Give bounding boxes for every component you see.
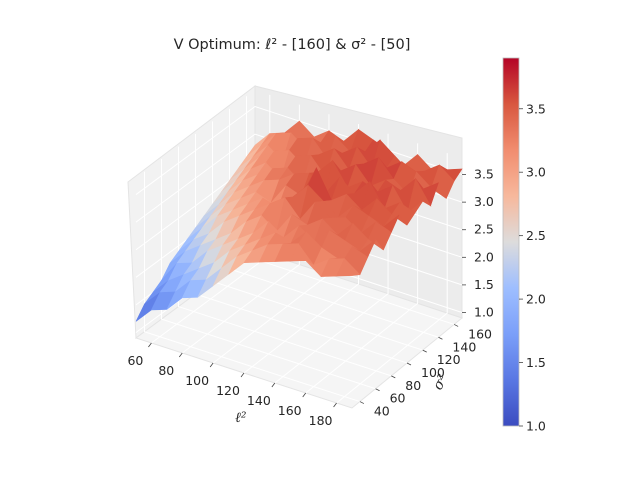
y-tick-mark — [438, 336, 443, 340]
y-tick-mark — [422, 349, 427, 353]
y-tick-label: 100 — [421, 365, 445, 380]
x-tick-label: 180 — [309, 413, 333, 428]
x-axis-ticks: 60 80 100 120 140 160 180 — [127, 342, 337, 428]
z-gridline — [135, 105, 463, 195]
x-tick-mark — [240, 372, 245, 378]
x-tick-mark — [302, 392, 307, 398]
y-tick-label: 80 — [405, 378, 421, 393]
y-tick-label: 120 — [437, 352, 461, 367]
x-tick-label: 160 — [278, 403, 302, 418]
z-tick-label: 1.5 — [474, 277, 494, 292]
surface-plot — [135, 120, 463, 322]
colorbar-gradient — [502, 57, 520, 427]
z-tick-label: 3.5 — [474, 167, 494, 182]
x-tick-label: 60 — [127, 353, 143, 368]
x-tick-label: 100 — [185, 373, 209, 388]
colorbar: 1.0 1.5 2.0 2.5 3.0 3.5 — [502, 57, 546, 434]
colorbar-tick-label: 1.5 — [526, 355, 546, 370]
y-tick-label: 140 — [452, 339, 476, 354]
x-tick-label: 120 — [216, 383, 240, 398]
y-tick-mark — [375, 388, 380, 392]
x-axis-label: ℓ² — [235, 410, 247, 426]
y-tick-mark — [453, 324, 459, 327]
y-tick-mark — [359, 401, 365, 404]
chart-title: V Optimum: ℓ² - [160] & σ² - [50] — [174, 37, 411, 53]
y-tick-mark — [406, 362, 412, 366]
x-tick-mark — [271, 382, 276, 388]
colorbar-tick-label: 2.0 — [526, 292, 546, 307]
surface-face — [336, 258, 361, 277]
y-tick-label: 40 — [374, 404, 390, 419]
x-tick-label: 80 — [158, 363, 174, 378]
x-tick-mark — [148, 342, 152, 348]
x-tick-mark — [178, 352, 183, 358]
y-gridline — [144, 171, 361, 403]
x-gridline — [336, 153, 448, 404]
y-tick-mark — [391, 375, 396, 379]
y-tick-label: 160 — [468, 326, 492, 341]
z-axis-ticks: 1.0 1.5 2.0 2.5 3.0 3.5 — [462, 167, 494, 319]
z-tick-label: 1.0 — [474, 304, 494, 319]
colorbar-tick-label: 3.5 — [526, 101, 546, 116]
colorbar-tick-label: 2.5 — [526, 228, 546, 243]
x-tick-mark — [209, 362, 214, 368]
z-tick-label: 2.5 — [474, 222, 494, 237]
x-tick-label: 140 — [247, 393, 271, 408]
y-gridline — [161, 159, 376, 390]
colorbar-tick-label: 3.0 — [526, 165, 546, 180]
y-gridline — [178, 146, 392, 377]
y-axis-label: σ² — [430, 371, 452, 392]
z-tick-label: 2.0 — [474, 249, 494, 264]
z-tick-label: 3.0 — [474, 194, 494, 209]
colorbar-tick-label: 1.0 — [526, 419, 546, 434]
x-tick-mark — [333, 402, 337, 408]
y-tick-label: 60 — [390, 391, 406, 406]
colorbar-ticks: 1.0 1.5 2.0 2.5 3.0 3.5 — [519, 101, 546, 434]
